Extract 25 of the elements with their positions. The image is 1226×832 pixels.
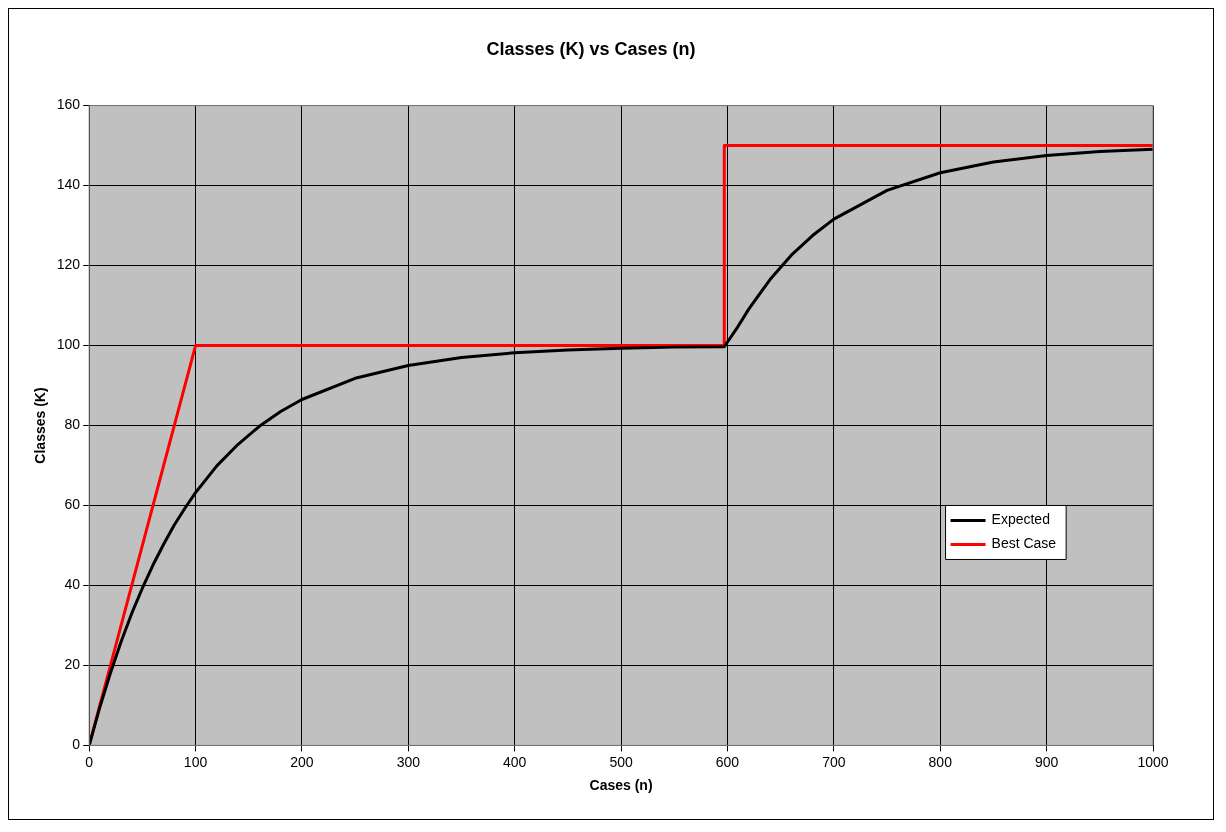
x-tick-label: 400 — [503, 753, 527, 770]
x-tick-label: 1000 — [1137, 753, 1169, 770]
x-tick-label: 700 — [822, 753, 846, 770]
y-tick-label: 120 — [56, 256, 81, 273]
chart-title: Classes (K) vs Cases (n) — [486, 38, 696, 59]
x-tick-label: 800 — [928, 753, 953, 770]
x-axis-title: Cases (n) — [589, 777, 653, 794]
y-tick-label: 140 — [56, 176, 81, 193]
y-tick-label: 160 — [56, 96, 81, 113]
y-tick-label: 40 — [64, 576, 81, 593]
x-tick-label: 900 — [1034, 753, 1059, 770]
x-tick-label: 0 — [85, 753, 94, 770]
legend-label: Expected — [991, 511, 1050, 528]
y-tick-label: 80 — [64, 416, 81, 433]
x-tick-label: 600 — [715, 753, 740, 770]
x-tick-label: 200 — [290, 753, 314, 770]
x-tick-label: 300 — [396, 753, 421, 770]
y-tick-label: 20 — [64, 656, 81, 673]
x-tick-label: 500 — [609, 753, 633, 770]
legend-label: Best Case — [991, 535, 1057, 552]
y-tick-label: 0 — [72, 736, 81, 753]
y-axis-title: Classes (K) — [32, 387, 49, 464]
x-tick-label: 100 — [183, 753, 208, 770]
y-tick-label: 60 — [64, 496, 81, 513]
y-tick-label: 100 — [56, 336, 81, 353]
